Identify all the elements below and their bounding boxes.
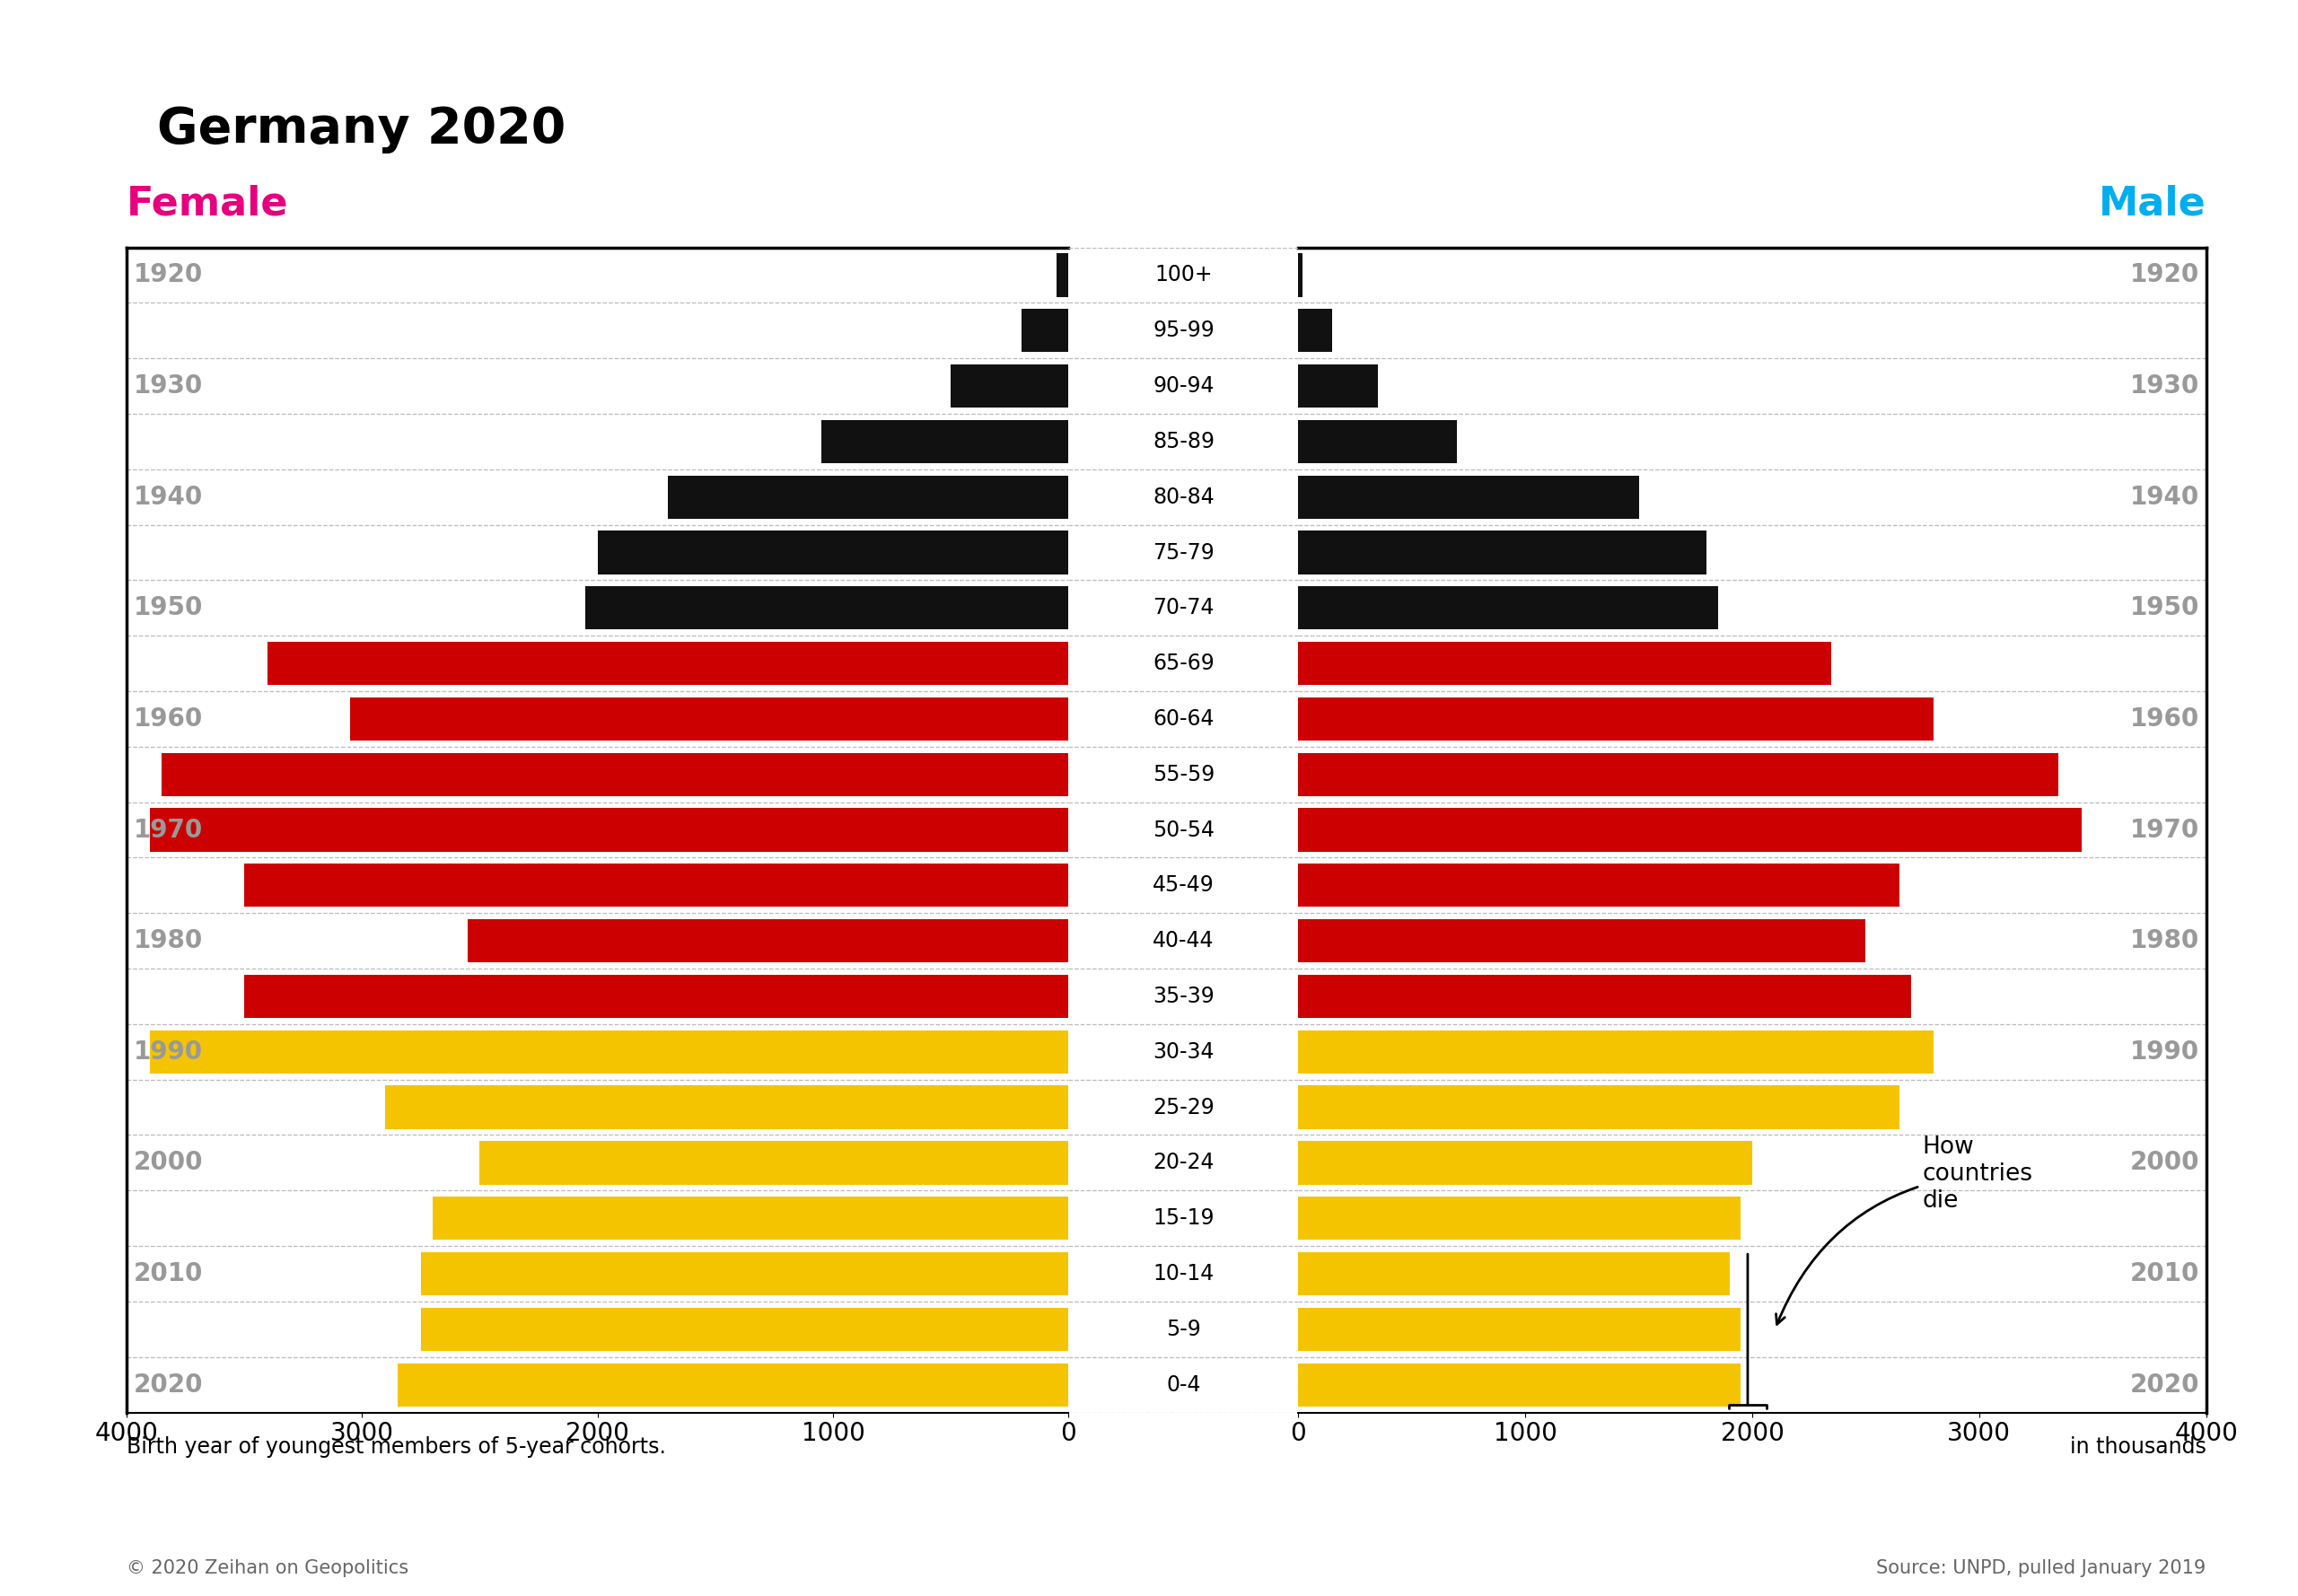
Text: 1930: 1930 xyxy=(2130,373,2199,399)
Bar xyxy=(349,697,1069,741)
Text: 40-44: 40-44 xyxy=(1154,930,1213,951)
Bar xyxy=(1298,364,1379,407)
Bar xyxy=(1298,1307,1742,1350)
Bar xyxy=(1298,1029,1933,1074)
Bar xyxy=(1298,310,1333,353)
Bar xyxy=(1298,753,2059,796)
Bar xyxy=(267,642,1069,685)
Bar xyxy=(1298,697,1933,741)
Text: 2010: 2010 xyxy=(133,1261,202,1286)
Text: 70-74: 70-74 xyxy=(1154,597,1213,619)
Text: 65-69: 65-69 xyxy=(1154,653,1213,674)
Text: 2000: 2000 xyxy=(2130,1151,2199,1175)
Text: 5-9: 5-9 xyxy=(1165,1318,1202,1341)
Bar xyxy=(421,1253,1069,1296)
Text: 1960: 1960 xyxy=(133,707,202,731)
Text: 2000: 2000 xyxy=(133,1151,202,1175)
Text: 1930: 1930 xyxy=(133,373,202,399)
Bar xyxy=(421,1307,1069,1350)
Text: 1980: 1980 xyxy=(133,929,202,953)
Text: 2020: 2020 xyxy=(133,1373,202,1396)
Bar xyxy=(149,808,1069,852)
Bar xyxy=(1298,919,1866,962)
Text: Male: Male xyxy=(2098,185,2206,223)
Text: 1990: 1990 xyxy=(2130,1039,2199,1065)
Bar xyxy=(480,1141,1069,1184)
Text: 15-19: 15-19 xyxy=(1154,1208,1213,1229)
Bar xyxy=(398,1363,1069,1406)
Text: 1940: 1940 xyxy=(133,485,202,509)
Bar xyxy=(1298,1141,1753,1184)
Bar xyxy=(1298,1363,1742,1406)
Text: 1950: 1950 xyxy=(133,595,202,621)
Bar xyxy=(1023,310,1069,353)
Text: 1970: 1970 xyxy=(2130,817,2199,843)
Text: 75-79: 75-79 xyxy=(1154,541,1213,563)
Bar xyxy=(1298,586,1719,630)
Text: Germany 2020: Germany 2020 xyxy=(156,105,565,153)
Text: 1980: 1980 xyxy=(2130,929,2199,953)
Text: 55-59: 55-59 xyxy=(1151,763,1216,785)
Text: 30-34: 30-34 xyxy=(1154,1041,1213,1063)
Bar xyxy=(1057,254,1069,297)
Text: 95-99: 95-99 xyxy=(1154,319,1213,342)
Bar xyxy=(244,975,1069,1018)
Text: 1920: 1920 xyxy=(2130,263,2199,287)
Text: 1990: 1990 xyxy=(133,1039,202,1065)
Text: 20-24: 20-24 xyxy=(1154,1152,1213,1173)
Bar xyxy=(432,1197,1069,1240)
Bar xyxy=(669,476,1069,519)
Text: 1970: 1970 xyxy=(133,817,202,843)
Text: 45-49: 45-49 xyxy=(1154,875,1213,897)
Bar xyxy=(1298,642,1832,685)
Bar xyxy=(1298,254,1303,297)
Text: 90-94: 90-94 xyxy=(1154,375,1213,397)
Text: 1920: 1920 xyxy=(133,263,202,287)
Text: © 2020 Zeihan on Geopolitics: © 2020 Zeihan on Geopolitics xyxy=(126,1559,409,1577)
Bar xyxy=(1298,1253,1730,1296)
Bar xyxy=(1298,1197,1742,1240)
Text: Birth year of youngest members of 5-year cohorts.: Birth year of youngest members of 5-year… xyxy=(126,1436,666,1457)
Text: How
countries
die: How countries die xyxy=(1776,1135,2034,1325)
Text: 1960: 1960 xyxy=(2130,707,2199,731)
Bar xyxy=(149,1029,1069,1074)
Text: Female: Female xyxy=(126,185,290,223)
Text: 80-84: 80-84 xyxy=(1154,487,1213,508)
Bar xyxy=(1298,808,2082,852)
Text: 25-29: 25-29 xyxy=(1154,1096,1213,1119)
Text: 100+: 100+ xyxy=(1154,265,1213,286)
Bar xyxy=(1298,531,1707,575)
Text: 1950: 1950 xyxy=(2130,595,2199,621)
Text: 1940: 1940 xyxy=(2130,485,2199,509)
Bar xyxy=(1298,975,1912,1018)
Text: Source: UNPD, pulled January 2019: Source: UNPD, pulled January 2019 xyxy=(1877,1559,2206,1577)
Bar xyxy=(586,586,1069,630)
Text: 35-39: 35-39 xyxy=(1154,986,1213,1007)
Text: 2020: 2020 xyxy=(2130,1373,2199,1396)
Text: 50-54: 50-54 xyxy=(1154,819,1213,841)
Bar xyxy=(1298,476,1638,519)
Text: 0-4: 0-4 xyxy=(1165,1374,1202,1395)
Bar xyxy=(820,420,1069,463)
Bar xyxy=(1298,863,1900,907)
Bar xyxy=(386,1085,1069,1128)
Bar xyxy=(244,863,1069,907)
Text: in thousands: in thousands xyxy=(2070,1436,2206,1457)
Bar xyxy=(161,753,1069,796)
Text: 60-64: 60-64 xyxy=(1154,709,1213,729)
Text: 85-89: 85-89 xyxy=(1154,431,1213,452)
Bar xyxy=(597,531,1069,575)
Bar xyxy=(1298,420,1457,463)
Bar xyxy=(951,364,1069,407)
Bar xyxy=(1298,1085,1900,1128)
Text: 2010: 2010 xyxy=(2130,1261,2199,1286)
Text: 10-14: 10-14 xyxy=(1154,1262,1213,1285)
Bar xyxy=(469,919,1069,962)
